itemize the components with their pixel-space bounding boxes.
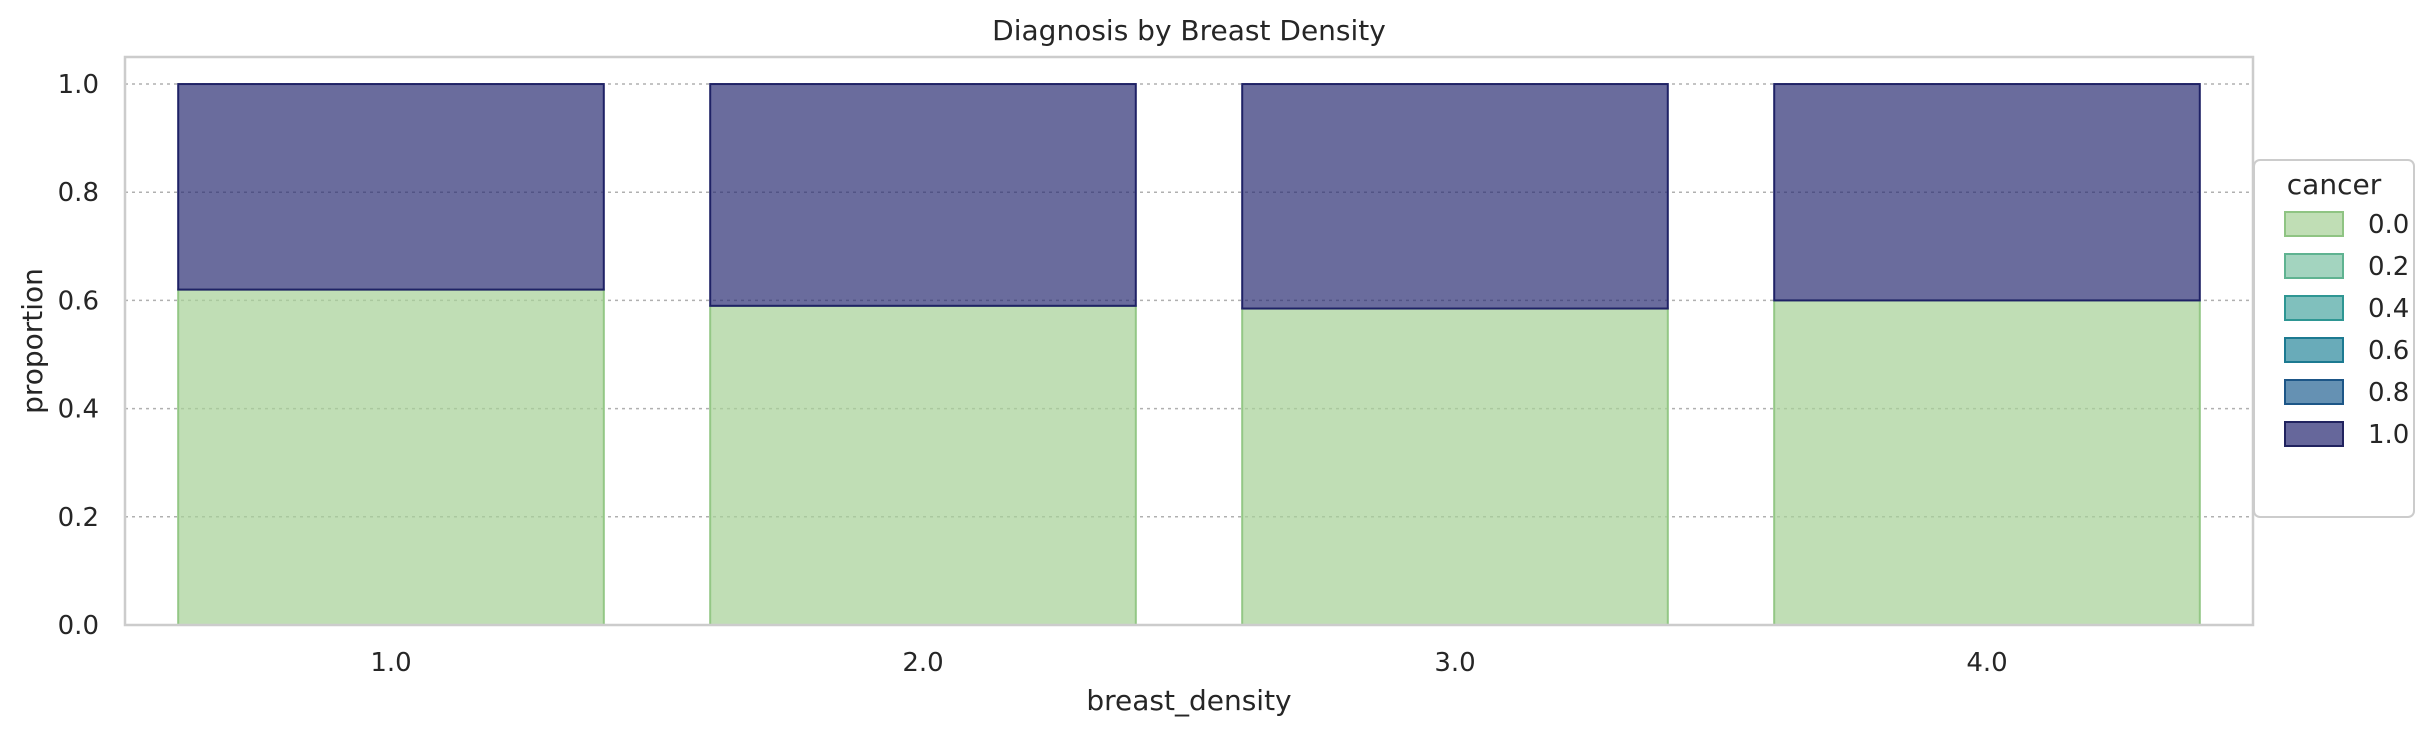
legend-swatch: [2284, 295, 2344, 321]
legend-label: 0.2: [2368, 252, 2409, 282]
legend-swatch: [2284, 421, 2344, 447]
legend-label: 0.0: [2368, 210, 2409, 240]
bar-segment-0.0-3.0: [1241, 307, 1669, 626]
legend-title: cancer: [2287, 168, 2382, 201]
legend-swatch: [2284, 211, 2344, 237]
bar-segment-1.0-1.0: [177, 83, 605, 291]
x-ticks: 1.0 2.0 3.0 4.0: [370, 648, 2007, 678]
y-tick-label: 0.2: [58, 503, 99, 533]
legend-swatch: [2284, 253, 2344, 279]
x-tick-label: 3.0: [1434, 648, 1475, 678]
bar-segment-1.0-3.0: [1241, 83, 1669, 310]
y-tick-label: 0.8: [58, 178, 99, 208]
legend-swatch: [2284, 337, 2344, 363]
bars: [177, 83, 2201, 626]
bar-segment-1.0-4.0: [1773, 83, 2201, 302]
x-tick-label: 2.0: [902, 648, 943, 678]
legend-label: 0.6: [2368, 336, 2409, 366]
x-tick-label: 1.0: [370, 648, 411, 678]
bar-segment-0.0-4.0: [1773, 299, 2201, 626]
bar-segment-1.0-2.0: [709, 83, 1137, 307]
legend-label: 0.8: [2368, 378, 2409, 408]
legend-label: 0.4: [2368, 294, 2409, 324]
bar-segment-0.0-1.0: [177, 288, 605, 626]
bar-segment-0.0-2.0: [709, 304, 1137, 626]
x-tick-label: 4.0: [1966, 648, 2007, 678]
y-tick-label: 1.0: [58, 70, 99, 100]
legend-swatch: [2284, 379, 2344, 405]
y-axis-label: proportion: [16, 268, 49, 414]
y-tick-label: 0.6: [58, 286, 99, 316]
y-ticks: 0.0 0.2 0.4 0.6 0.8 1.0: [58, 70, 99, 641]
legend-items: 0.0 0.2 0.4 0.6 0.8 1.0: [2284, 210, 2409, 450]
chart-title: Diagnosis by Breast Density: [992, 14, 1386, 47]
x-axis-label: breast_density: [1086, 684, 1291, 717]
y-tick-label: 0.0: [58, 611, 99, 641]
legend-label: 1.0: [2368, 420, 2409, 450]
legend: cancer 0.0 0.2 0.4 0.6 0.8 1.0: [2253, 159, 2415, 518]
y-tick-label: 0.4: [58, 395, 99, 425]
